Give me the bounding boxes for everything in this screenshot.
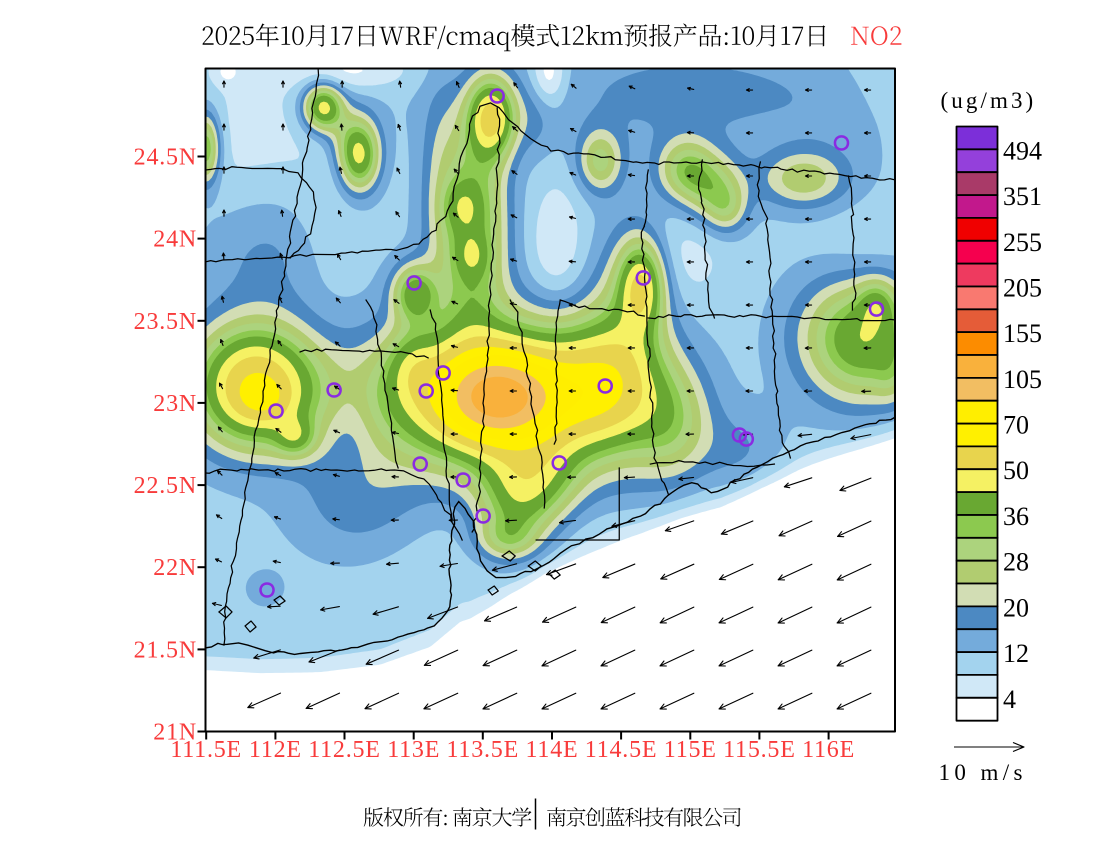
- svg-text:(ug/m3): (ug/m3): [941, 88, 1037, 113]
- svg-text:24.5N: 24.5N: [134, 145, 197, 171]
- svg-text:21N: 21N: [153, 720, 197, 746]
- svg-text:494: 494: [1003, 136, 1042, 165]
- svg-text:111.5E: 111.5E: [170, 737, 242, 763]
- svg-text:23.5N: 23.5N: [134, 309, 197, 335]
- svg-text:70: 70: [1003, 411, 1029, 440]
- svg-text:155: 155: [1003, 319, 1042, 348]
- svg-text:24N: 24N: [153, 227, 197, 253]
- svg-text:113E: 113E: [387, 737, 440, 763]
- svg-text:4: 4: [1003, 685, 1016, 714]
- svg-text:23N: 23N: [153, 391, 197, 417]
- svg-text:10 m/s: 10 m/s: [939, 760, 1027, 785]
- svg-text:112.5E: 112.5E: [308, 737, 381, 763]
- svg-text:112E: 112E: [249, 737, 302, 763]
- svg-text:113.5E: 113.5E: [447, 737, 520, 763]
- svg-text:114.5E: 114.5E: [585, 737, 658, 763]
- svg-text:116E: 116E: [802, 737, 855, 763]
- svg-text:28: 28: [1003, 548, 1029, 577]
- svg-text:115E: 115E: [664, 737, 717, 763]
- svg-text:114E: 114E: [526, 737, 579, 763]
- svg-text:205: 205: [1003, 274, 1042, 303]
- svg-text:20: 20: [1003, 593, 1029, 622]
- svg-text:50: 50: [1003, 456, 1029, 485]
- svg-text:21.5N: 21.5N: [134, 637, 197, 663]
- svg-text:36: 36: [1003, 502, 1029, 531]
- svg-text:115.5E: 115.5E: [723, 737, 796, 763]
- svg-text:22N: 22N: [153, 555, 197, 581]
- svg-text:351: 351: [1003, 182, 1042, 211]
- svg-text:12: 12: [1003, 639, 1029, 668]
- svg-text:255: 255: [1003, 228, 1042, 257]
- svg-text:22.5N: 22.5N: [134, 473, 197, 499]
- svg-text:105: 105: [1003, 365, 1042, 394]
